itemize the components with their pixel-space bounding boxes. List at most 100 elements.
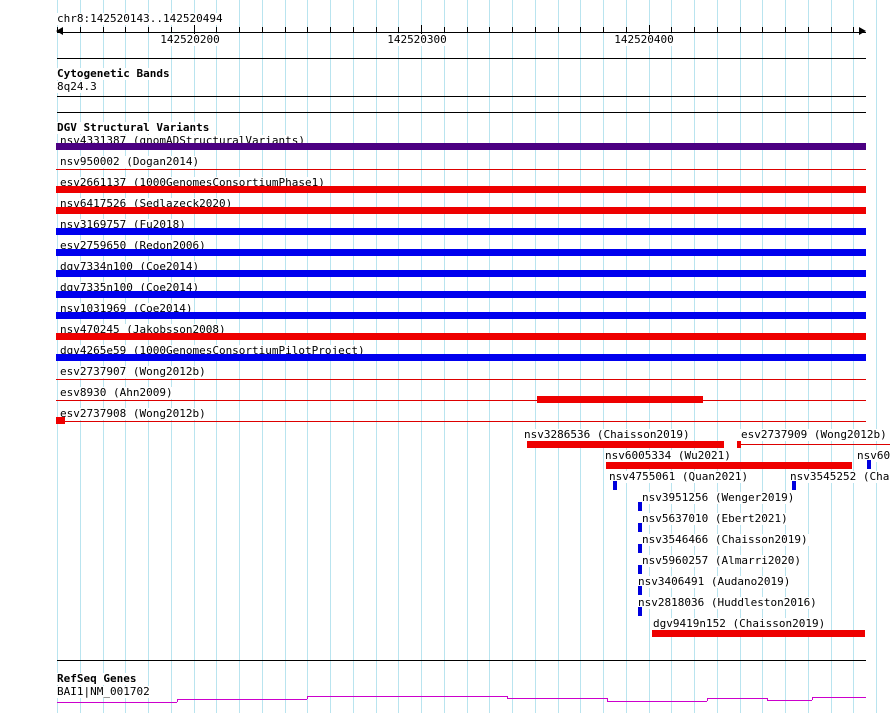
ruler-tick [398, 27, 399, 33]
variant-bar[interactable] [638, 586, 642, 595]
variant-bar[interactable] [527, 441, 724, 448]
gene-exon-segment[interactable] [812, 697, 866, 698]
gene-exon-segment[interactable] [177, 699, 307, 700]
variant-bar[interactable] [56, 249, 866, 256]
variant-bar[interactable] [867, 460, 871, 469]
ruler-tick [808, 27, 809, 33]
variant-label[interactable]: nsv4755061 (Quan2021) [608, 470, 750, 483]
variant-label[interactable]: esv8930 (Ahn2009) [59, 386, 174, 399]
ruler-tick-major [649, 25, 650, 34]
ruler-tick [671, 27, 672, 33]
gene-exon-segment[interactable] [57, 702, 177, 703]
variant-bar[interactable] [638, 565, 642, 574]
refseq-title: RefSeq Genes [57, 672, 137, 685]
variant-label[interactable]: nsv3286536 (Chaisson2019) [523, 428, 691, 441]
ruler-tick-major [421, 25, 422, 34]
variant-bar[interactable] [638, 544, 642, 553]
ruler-tick [626, 27, 627, 33]
variant-bar[interactable] [56, 379, 866, 380]
ruler-tick [853, 27, 854, 33]
variant-label[interactable]: nsv6069... [856, 450, 890, 462]
variant-bar[interactable] [606, 462, 852, 469]
ruler-tick [467, 27, 468, 33]
ruler-tick-label: 142520200 [160, 33, 220, 46]
ruler-tick [694, 27, 695, 33]
variant-label[interactable]: nsv3951256 (Wenger2019) [641, 491, 796, 504]
gene-exon-segment[interactable] [707, 698, 767, 699]
axis-line [57, 32, 866, 33]
gene-exon-segment[interactable] [607, 701, 707, 702]
variant-label[interactable]: nsv3545252 (Chais... [789, 471, 890, 483]
coordinate-ruler[interactable]: chr8:142520143..142520494 142520200 14252… [0, 0, 890, 58]
gene-exon-segment[interactable] [767, 700, 812, 701]
variant-bar[interactable] [56, 333, 866, 340]
ruler-tick [489, 27, 490, 33]
ruler-tick [717, 27, 718, 33]
variant-bar-segment[interactable] [537, 396, 703, 403]
ruler-tick [125, 27, 126, 33]
locus-label: chr8:142520143..142520494 [57, 12, 223, 25]
ruler-tick [148, 27, 149, 33]
variant-label[interactable]: nsv5637010 (Ebert2021) [641, 512, 789, 525]
variant-label[interactable]: esv2737908 (Wong2012b) [59, 407, 207, 420]
variant-label[interactable]: nsv3406491 (Audano2019) [637, 575, 792, 588]
ruler-tick [785, 27, 786, 33]
variant-bar[interactable] [56, 207, 866, 214]
gene-step-connector [507, 696, 508, 698]
section-divider-top [57, 58, 866, 59]
cytoband-band-label[interactable]: 8q24.3 [57, 80, 97, 93]
variant-bar[interactable] [56, 186, 866, 193]
right-arrow-icon[interactable] [859, 27, 866, 35]
ruler-tick [762, 27, 763, 33]
variant-bar[interactable] [56, 312, 866, 319]
variant-bar[interactable] [56, 400, 866, 401]
ruler-tick [239, 27, 240, 33]
variant-bar[interactable] [56, 354, 866, 361]
ruler-tick [216, 27, 217, 33]
variant-bar[interactable] [56, 228, 866, 235]
ruler-tick [57, 27, 58, 33]
variant-bar[interactable] [638, 502, 642, 511]
variant-bar[interactable] [56, 421, 866, 422]
ruler-tick-major [194, 25, 195, 34]
variant-bar[interactable] [792, 481, 796, 490]
left-arrow-icon[interactable] [56, 27, 63, 35]
variant-label[interactable]: dgv9419n152 (Chaisson2019) [652, 617, 827, 630]
variant-label[interactable]: esv2737907 (Wong2012b) [59, 365, 207, 378]
variant-bar[interactable] [638, 523, 642, 532]
variant-bar-segment[interactable] [737, 441, 741, 448]
variant-label[interactable]: nsv3546466 (Chaisson2019) [641, 533, 809, 546]
gene-step-connector [177, 699, 178, 702]
variant-bar[interactable] [638, 607, 642, 616]
variant-label[interactable]: nsv5960257 (Almarri2020) [641, 554, 802, 567]
variant-bar[interactable] [56, 270, 866, 277]
variant-label[interactable]: esv2737909 (Wong2012b) [740, 428, 888, 441]
variant-label[interactable]: nsv2818036 (Huddleston2016) [637, 596, 818, 609]
variant-bar-segment[interactable] [56, 417, 65, 424]
variant-bar[interactable] [56, 291, 866, 298]
gene-step-connector [707, 698, 708, 701]
variant-bar[interactable] [652, 630, 865, 637]
section-divider-refseq [57, 660, 866, 661]
gene-exon-segment[interactable] [507, 698, 607, 699]
refseq-gene-label[interactable]: BAI1|NM_001702 [57, 685, 150, 698]
variant-bar[interactable] [56, 169, 866, 170]
ruler-tick [307, 27, 308, 33]
variant-bar[interactable] [613, 481, 617, 490]
ruler-tick [444, 27, 445, 33]
variant-label[interactable]: nsv6005334 (Wu2021) [604, 449, 732, 462]
ruler-tick [376, 27, 377, 33]
gene-exon-segment[interactable] [307, 696, 507, 697]
ruler-tick [558, 27, 559, 33]
ruler-tick [330, 27, 331, 33]
cytoband-title: Cytogenetic Bands [57, 67, 170, 80]
gene-step-connector [607, 698, 608, 701]
ruler-tick [740, 27, 741, 33]
ruler-tick-label: 142520400 [614, 33, 674, 46]
variant-bar[interactable] [737, 444, 890, 445]
variant-label[interactable]: nsv950002 (Dogan2014) [59, 155, 201, 168]
ruler-tick [103, 27, 104, 33]
gene-step-connector [812, 697, 813, 700]
variant-bar[interactable] [56, 143, 866, 150]
